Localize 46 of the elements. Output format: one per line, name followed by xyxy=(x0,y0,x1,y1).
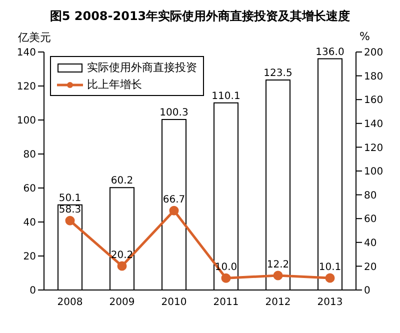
y-axis-title: 亿美元 xyxy=(18,30,51,45)
y2-tick-label: 20 xyxy=(364,262,377,273)
y-tick-label: 100 xyxy=(16,116,36,127)
data-label: 10.1 xyxy=(318,262,342,273)
y2-tick-label: 60 xyxy=(364,214,377,226)
point xyxy=(169,206,179,216)
y2-axis-title: % xyxy=(360,30,370,43)
data-label: 100.3 xyxy=(160,107,188,118)
data-label: 50.1 xyxy=(58,192,82,204)
y-tick-label: 60 xyxy=(23,184,36,195)
y-tick-label: 20 xyxy=(23,252,36,263)
x-tick-label: 2009 xyxy=(109,297,135,308)
chart-title: 图5 2008-2013年实际使用外商直接投资及其增长速度 xyxy=(48,8,352,25)
y2-tick-label: 120 xyxy=(364,142,384,154)
y2-tick-label: 160 xyxy=(364,95,384,106)
x-tick-label: 2011 xyxy=(213,297,239,308)
data-label: 136.0 xyxy=(316,46,344,58)
y2-tick-label: 80 xyxy=(364,190,377,202)
point xyxy=(65,216,75,226)
data-label: 60.2 xyxy=(110,176,134,187)
data-label: 110.1 xyxy=(212,90,240,102)
y2-tick-label: 0 xyxy=(364,286,370,297)
legend-label: 比上年增长 xyxy=(87,77,142,93)
y-tick-label: 140 xyxy=(16,48,36,59)
y2-tick-label: 180 xyxy=(364,71,384,82)
y-tick-label: 40 xyxy=(23,218,36,229)
y2-tick-label: 40 xyxy=(364,238,377,249)
y2-tick-label: 200 xyxy=(364,48,384,59)
data-label: 58.3 xyxy=(58,204,82,216)
data-label: 12.2 xyxy=(266,259,290,270)
x-tick-label: 2008 xyxy=(57,297,83,308)
y-tick-label: 0 xyxy=(30,286,36,297)
x-tick-label: 2012 xyxy=(265,297,291,308)
data-label: 123.5 xyxy=(264,68,292,80)
point xyxy=(117,261,127,271)
y2-tick-label: 100 xyxy=(364,166,384,178)
data-label: 66.7 xyxy=(162,194,186,206)
y-tick-label: 120 xyxy=(16,82,36,93)
y-tick-label: 80 xyxy=(23,150,36,161)
x-tick-label: 2010 xyxy=(161,297,187,308)
legend-label: 实际使用外商直接投资 xyxy=(87,60,197,76)
x-tick-label: 2013 xyxy=(317,297,343,308)
point xyxy=(221,273,231,283)
point xyxy=(325,273,335,283)
point xyxy=(273,270,283,280)
y2-tick-label: 140 xyxy=(364,118,384,130)
